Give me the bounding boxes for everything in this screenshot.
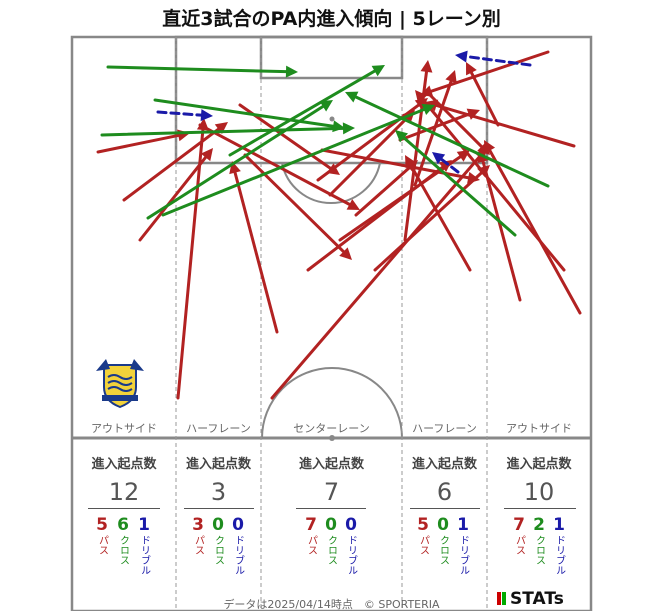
dribble-count: 0	[345, 515, 357, 535]
cross-count: 0	[437, 515, 449, 535]
lane-stat-heading: 進入起点数	[411, 457, 477, 472]
lane-label-halfspace-right: ハーフレーン	[412, 422, 477, 435]
chart-title: 直近3試合のPA内進入傾向 | 5レーン別	[162, 8, 501, 30]
footer-note: データは2025/04/14時点 © SPORTERIA	[223, 598, 440, 611]
cross-label: クロス	[212, 535, 224, 565]
cross-arrow	[345, 91, 550, 188]
dribble-label: ドリブル	[553, 535, 565, 575]
cross-arrow	[146, 100, 333, 220]
center-spot	[329, 435, 335, 441]
pass-count: 7	[513, 515, 525, 535]
lane-divider-rule	[296, 508, 366, 509]
pass-arrow	[198, 123, 360, 210]
lane-stat-heading: 進入起点数	[185, 457, 251, 472]
center-circle	[261, 367, 403, 439]
lane-label-outside-left: アウトサイド	[91, 422, 157, 435]
dribble-count: 1	[553, 515, 565, 535]
pass-arrow	[466, 62, 500, 127]
pass-arrow	[405, 155, 472, 272]
pass-label: パス	[96, 535, 108, 555]
lane-total-count: 6	[436, 478, 453, 506]
cross-arrow	[100, 122, 355, 137]
dribble-count: 1	[138, 515, 150, 535]
lane-stat-heading: 進入起点数	[506, 457, 572, 472]
pass-label: パス	[305, 535, 317, 555]
cross-label: クロス	[533, 535, 545, 565]
lane-label-center: センターレーン	[293, 422, 370, 435]
penalty-spot	[329, 116, 335, 122]
cross-arrow	[395, 130, 517, 237]
pass-arrow	[138, 148, 213, 242]
lane-total-count: 12	[108, 478, 140, 506]
club-crest-icon	[96, 359, 144, 409]
lane-total-count: 7	[323, 478, 340, 506]
cross-arrow	[153, 98, 345, 133]
pass-count: 3	[192, 515, 204, 535]
dribble-label: ドリブル	[457, 535, 469, 575]
pass-count: 5	[96, 515, 108, 535]
dribble-arrow	[156, 109, 213, 122]
lane-label-outside-right: アウトサイド	[506, 422, 572, 435]
lane-total-count: 10	[523, 478, 555, 506]
penalty-area	[174, 35, 489, 165]
dribble-arrow	[455, 50, 532, 67]
cross-count: 2	[533, 515, 545, 535]
lane-total-count: 3	[210, 478, 227, 506]
dribble-label: ドリブル	[232, 535, 244, 575]
pass-arrow	[428, 93, 490, 155]
dribble-arrow	[432, 152, 460, 174]
pass-arrow	[398, 108, 480, 142]
pass-label: パス	[417, 535, 429, 555]
pass-arrow	[270, 148, 487, 400]
entry-arrows	[96, 50, 582, 400]
cross-count: 6	[117, 515, 129, 535]
pass-count: 7	[305, 515, 317, 535]
pass-count: 5	[417, 515, 429, 535]
cross-arrow	[106, 65, 298, 78]
cross-label: クロス	[437, 535, 449, 565]
penalty-arc	[281, 162, 381, 205]
pass-arrow	[373, 165, 490, 272]
stats-logo: STATs	[497, 589, 564, 609]
lane-divider-rule	[88, 508, 160, 509]
lane-stat-heading: 進入起点数	[91, 457, 157, 472]
pass-label: パス	[513, 535, 525, 555]
lane-dividers	[175, 37, 488, 611]
cross-arrow	[161, 103, 435, 217]
dribble-count: 1	[457, 515, 469, 535]
goal-area	[259, 35, 404, 80]
cross-label: クロス	[325, 535, 337, 565]
lane-label-halfspace-left: ハーフレーン	[186, 422, 251, 435]
dribble-label: ドリブル	[345, 535, 357, 575]
lane-divider-rule	[184, 508, 254, 509]
pass-label: パス	[192, 535, 204, 555]
cross-arrow	[228, 65, 385, 157]
dribble-label: ドリブル	[138, 535, 150, 575]
lane-divider-rule	[410, 508, 480, 509]
dribble-count: 0	[232, 515, 244, 535]
cross-label: クロス	[117, 535, 129, 565]
lane-divider-rule	[504, 508, 576, 509]
pass-arrow	[484, 140, 582, 315]
pass-arrow	[243, 153, 352, 260]
lane-stat-heading: 進入起点数	[298, 457, 364, 472]
cross-count: 0	[212, 515, 224, 535]
brand-text: STATs	[510, 589, 564, 609]
cross-count: 0	[325, 515, 337, 535]
